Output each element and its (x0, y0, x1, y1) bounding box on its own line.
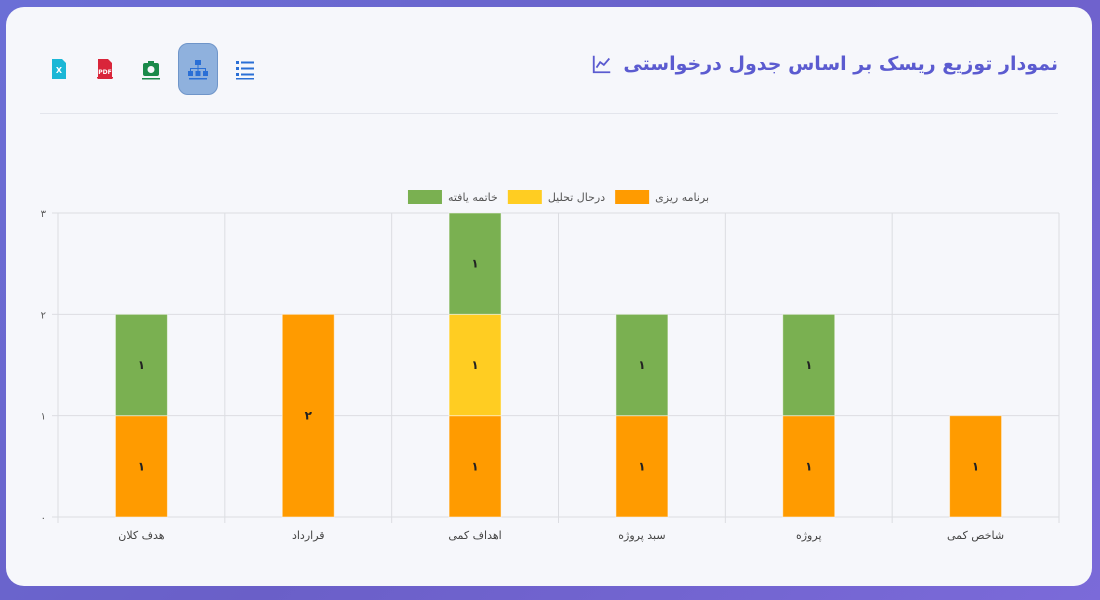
bar-segment[interactable] (448, 415, 502, 518)
bar-value-label: ۱ (638, 459, 645, 473)
svg-text:X: X (56, 66, 63, 75)
line-chart-icon (593, 55, 611, 74)
screenshot-button[interactable] (132, 44, 170, 94)
x-tick-label: پروژه (796, 529, 822, 542)
y-tick-label: ۲ (41, 310, 46, 321)
bar-value-label: ۲ (305, 409, 313, 423)
bar-segment[interactable] (615, 313, 669, 417)
y-tick-label: ۰ (41, 513, 46, 524)
bar-segment[interactable] (615, 415, 669, 518)
bar-value-label: ۱ (471, 459, 478, 473)
bar-segment[interactable] (448, 212, 502, 315)
excel-export-button[interactable]: X (40, 44, 78, 94)
x-tick-label: سبد پروژه (618, 529, 665, 542)
legend-label[interactable]: خاتمه یافته (448, 191, 498, 204)
legend-label[interactable]: برنامه ریزی (655, 191, 709, 204)
legend-label[interactable]: درحال تحلیل (548, 191, 605, 204)
sitemap-icon (188, 60, 208, 80)
bar-segment[interactable] (114, 313, 168, 417)
y-tick-label: ۱ (41, 412, 46, 423)
bar-value-label: ۱ (471, 257, 478, 271)
list-view-button[interactable] (226, 44, 264, 94)
svg-text:PDF: PDF (98, 69, 111, 76)
bar-segment[interactable] (949, 415, 1003, 518)
bar-value-label: ۱ (805, 459, 812, 473)
bar-value-label: ۱ (638, 358, 645, 372)
x-tick-label: هدف کلان (118, 529, 165, 542)
bar-segment[interactable] (782, 415, 836, 518)
bar-value-label: ۱ (972, 459, 979, 473)
stacked-bar-chart: ۰ ۱ ۲ ۳ ۱ ۱ هدف کلان ۲ قرارداد ۱ ۱ ۱ اهداف کمی ۱ ۱ سبد … (41, 190, 1060, 542)
list-icon (236, 61, 254, 80)
bar-segment[interactable] (782, 313, 836, 417)
pdf-icon: PDF (97, 59, 113, 79)
bar-value-label: ۱ (138, 459, 145, 473)
card-header: نمودار توزیع ریسک بر اساس جدول درخواستی … (40, 43, 1058, 114)
bar-value-label: ۱ (138, 358, 145, 372)
bar-value-label: ۱ (471, 358, 478, 372)
bar-segment[interactable] (281, 313, 335, 518)
legend-swatch[interactable] (615, 190, 650, 204)
bar-value-label: ۱ (805, 358, 812, 372)
hierarchy-view-button[interactable] (178, 43, 218, 95)
camera-icon (142, 61, 160, 80)
page-title: نمودار توزیع ریسک بر اساس جدول درخواستی (623, 53, 1058, 75)
legend-swatch[interactable] (507, 190, 542, 204)
x-tick-label: شاخص کمی (947, 529, 1004, 542)
bar-segment[interactable] (114, 415, 168, 518)
y-tick-label: ۳ (41, 209, 47, 220)
title-group: نمودار توزیع ریسک بر اساس جدول درخواستی (591, 53, 1058, 75)
bar-segment[interactable] (448, 313, 502, 417)
chart-card: نمودار توزیع ریسک بر اساس جدول درخواستی … (6, 7, 1092, 586)
x-tick-label: اهداف کمی (448, 529, 501, 542)
pdf-export-button[interactable]: PDF (86, 44, 124, 94)
legend-swatch[interactable] (407, 190, 442, 204)
excel-icon: X (52, 59, 66, 79)
x-tick-label: قرارداد (292, 529, 325, 542)
toolbar: X PDF (40, 43, 264, 95)
